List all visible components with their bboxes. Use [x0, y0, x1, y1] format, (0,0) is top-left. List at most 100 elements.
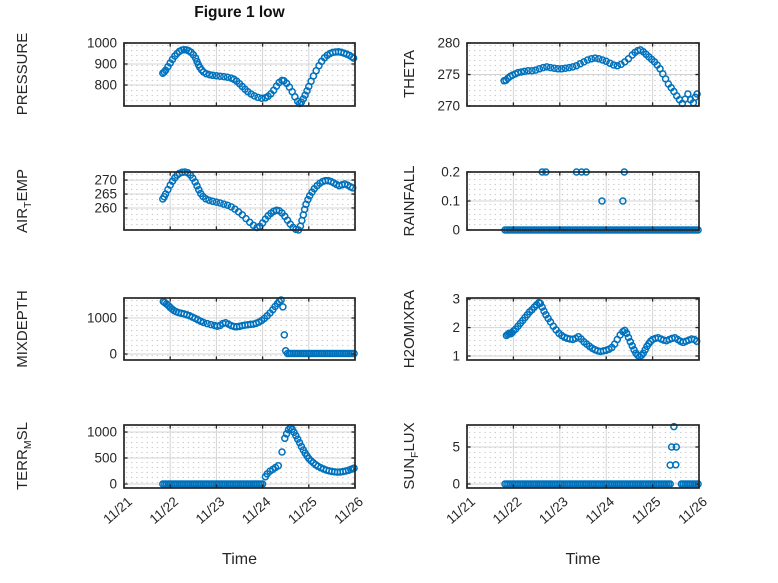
x-tick-label: 11/21 — [100, 494, 135, 527]
tick-marks — [466, 298, 700, 360]
y-tick-label: 1 — [452, 349, 460, 364]
axes-box — [466, 424, 700, 489]
y-tick-label: 1000 — [87, 311, 117, 326]
y-axis-label-mixdepth: MIXDEPTH — [13, 259, 33, 399]
x-tick-label: 11/21 — [443, 494, 478, 527]
x-tick-label: 11/26 — [331, 494, 366, 527]
minor-grid — [124, 43, 355, 106]
y-axis-label-subscript: F — [409, 451, 421, 458]
y-tick-label: 2 — [452, 320, 460, 335]
subplot-air-temp: 260 265 270 — [44, 158, 375, 246]
y-axis-label-subscript: T — [22, 201, 34, 208]
tick-marks — [123, 425, 356, 488]
y-axis-label-text: EMP — [14, 169, 31, 202]
y-tick-label: 270 — [437, 99, 460, 114]
series-air_temp — [159, 168, 357, 234]
minor-grid — [467, 425, 699, 488]
axes-box — [466, 297, 700, 361]
subplot-mixdepth: 0 1000 — [44, 284, 375, 376]
tick-marks — [466, 42, 700, 107]
plot-canvas-sun_flux: 0 5 11/21 11/22 11/23 11/24 11/25 11/26 — [443, 422, 710, 527]
y-tick-label: 3 — [452, 292, 460, 307]
y-tick-label: 1000 — [87, 36, 117, 51]
series-pressure — [159, 45, 358, 108]
tick-marks — [466, 171, 700, 231]
y-tick-label: 260 — [94, 200, 117, 215]
y-tick-label: 500 — [94, 451, 117, 466]
plot-canvas-h2omixra: 1 2 3 — [452, 292, 701, 364]
subplot-theta: 270 275 280 — [387, 29, 719, 122]
y-tick-label: 275 — [437, 67, 460, 82]
y-tick-label: 0 — [452, 223, 460, 238]
x-tick-label: 11/25 — [285, 494, 320, 527]
x-tick-label: 11/23 — [193, 494, 228, 527]
minor-grid — [124, 425, 355, 488]
axes-box — [123, 297, 356, 361]
subplot-rainfall: 0 0.1 0.2 — [387, 158, 719, 246]
x-tick-label: 11/22 — [147, 494, 182, 527]
y-tick-label: 270 — [94, 173, 117, 188]
x-tick-label: 11/26 — [675, 494, 710, 527]
x-tick-label: 11/22 — [490, 494, 525, 527]
y-axis-label-h2omixra: H2OMIXRA — [400, 259, 420, 399]
y-axis-label-sun-flux: SUNFLUX — [400, 386, 421, 526]
series-theta — [500, 46, 701, 108]
y-axis-label-subscript: M — [22, 440, 34, 450]
figure-title: Figure 1 low — [194, 4, 285, 21]
y-tick-label: 900 — [94, 57, 117, 72]
subplot-sun-flux: 0 5 11/21 11/22 11/23 11/24 11/25 11/26 — [387, 411, 719, 566]
y-tick-label: 0.2 — [441, 165, 460, 180]
tick-marks — [123, 42, 356, 106]
plot-canvas-mixdepth: 0 1000 — [87, 296, 358, 361]
plot-canvas-rainfall: 0 0.1 0.2 — [441, 165, 702, 238]
subplot-pressure: 800 900 1000 — [44, 29, 375, 122]
series-mixdepth — [159, 296, 358, 358]
x-tick-label: 11/23 — [536, 494, 571, 527]
y-tick-label: 800 — [94, 78, 117, 93]
subplot-h2omixra: 1 2 3 — [387, 284, 719, 376]
y-tick-label: 280 — [437, 36, 460, 51]
y-tick-label: 265 — [94, 187, 117, 202]
y-axis-label-rainfall: RAINFALL — [400, 131, 420, 271]
y-axis-label-text: PRESSURE — [14, 32, 31, 116]
y-axis-label-text: SUN — [401, 457, 418, 490]
y-tick-label: 0 — [109, 346, 117, 361]
y-tick-label: 0.1 — [441, 194, 460, 209]
minor-grid — [467, 298, 699, 360]
y-tick-label: 1000 — [87, 425, 117, 440]
series-sun_flux — [501, 422, 702, 488]
plot-canvas-theta: 270 275 280 — [437, 36, 701, 114]
x-tick-label: 11/24 — [583, 494, 618, 527]
y-axis-label-air-temp: AIRTEMP — [13, 131, 34, 271]
y-axis-label-text: H2OMIXRA — [401, 289, 418, 369]
x-axis-title-left: Time — [222, 551, 257, 568]
y-axis-label-text: RAINFALL — [401, 165, 418, 237]
tick-marks — [466, 425, 700, 488]
plot-canvas-terr_msl: 0 500 1000 11/21 11/22 11/23 11/24 11/25 11/26 — [87, 423, 366, 527]
y-axis-label-text: THETA — [401, 49, 418, 99]
y-axis-label-theta: THETA — [400, 4, 420, 144]
y-axis-label-text: MIXDEPTH — [14, 290, 31, 368]
y-axis-label-pressure: PRESSURE — [13, 4, 33, 144]
y-axis-label-text: AIR — [14, 207, 31, 233]
x-tick-label: 11/24 — [239, 494, 274, 527]
y-tick-label: 0 — [452, 477, 460, 492]
y-axis-label-text: LUX — [401, 422, 418, 452]
y-axis-label-text: SL — [14, 422, 31, 441]
tick-marks — [123, 298, 356, 360]
y-axis-label-terr-msl: TERRMSL — [13, 386, 34, 526]
axes-box — [123, 424, 356, 489]
plot-canvas-pressure: 800 900 1000 — [87, 36, 358, 108]
series-h2omixra — [502, 298, 701, 361]
x-tick-label: 11/25 — [629, 494, 664, 527]
axes-box — [123, 171, 356, 231]
subplot-terr-msl: 0 500 1000 11/21 11/22 11/23 11/24 11/25 11/26 — [44, 411, 375, 566]
tick-marks — [123, 172, 356, 230]
y-axis-label-text: TERR — [14, 449, 31, 490]
series-terr_msl — [159, 423, 358, 488]
axes-box — [123, 42, 356, 107]
y-tick-label: 5 — [452, 439, 460, 454]
x-axis-title-right: Time — [565, 551, 601, 568]
